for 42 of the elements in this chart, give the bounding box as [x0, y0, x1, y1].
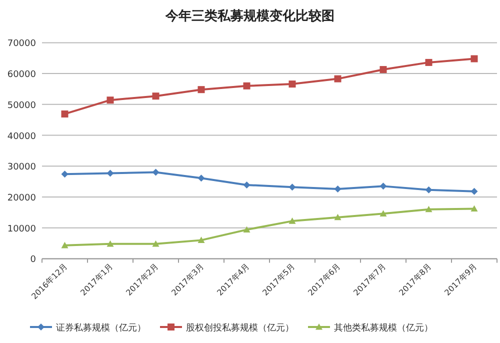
point [470, 188, 478, 195]
point [106, 170, 114, 177]
point [106, 96, 114, 104]
y-tick-label: 70000 [7, 39, 36, 50]
y-tick-label: 40000 [7, 132, 36, 142]
point [243, 226, 250, 232]
point [425, 206, 432, 212]
point [198, 174, 205, 182]
y-tick-label: 50000 [7, 100, 36, 111]
point [470, 55, 478, 62]
point [288, 80, 296, 88]
point [106, 240, 114, 247]
point [380, 182, 387, 190]
point [425, 186, 432, 194]
point [152, 168, 160, 176]
point [288, 184, 296, 191]
point [61, 242, 68, 248]
y-tick-label: 20000 [7, 193, 36, 204]
point [334, 214, 342, 220]
point [288, 218, 296, 224]
y-tick-label: 60000 [7, 70, 36, 80]
point [61, 110, 68, 118]
y-tick-label: 10000 [7, 224, 36, 234]
point [380, 210, 387, 216]
point [243, 82, 250, 90]
chart-title: 今年三类私募规模变化比较图 [164, 8, 334, 24]
point [61, 170, 68, 178]
legend-label: 证券私募规模（亿元） [56, 322, 146, 334]
point [380, 66, 387, 74]
point [334, 75, 342, 82]
point [198, 86, 205, 94]
point [152, 92, 160, 100]
y-tick-label: 30000 [7, 162, 36, 173]
y-tick-label: 0 [30, 255, 36, 266]
legend-label: 股权创投私募规模（亿元） [186, 322, 294, 334]
point [470, 205, 478, 212]
point [152, 240, 160, 247]
legend-label: 其他类私募规模（亿元） [334, 322, 433, 334]
point [334, 185, 342, 192]
point [243, 181, 250, 188]
point [425, 58, 432, 66]
point [198, 236, 205, 243]
